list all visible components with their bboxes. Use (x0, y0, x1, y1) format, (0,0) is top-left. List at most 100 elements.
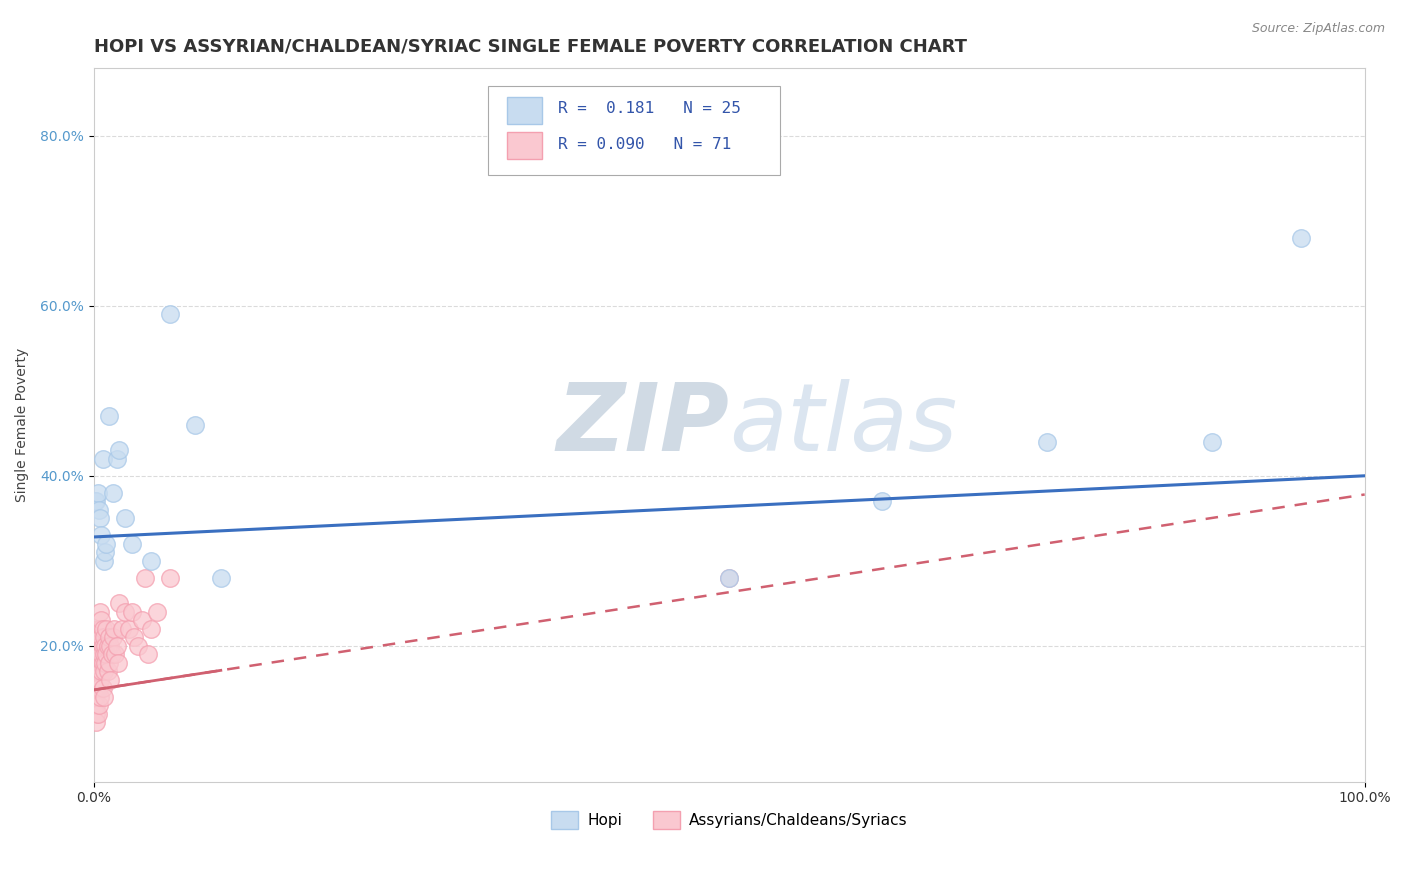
Point (90, 630, 112, 644)
Point (84, 494, 107, 508)
Point (87, 630, 110, 644)
Point (139, 554, 162, 568)
Point (108, 443, 131, 458)
Point (90, 613, 112, 627)
Point (101, 485, 124, 500)
Point (159, 307, 181, 321)
Point (127, 639, 149, 653)
Point (131, 613, 153, 627)
Point (111, 622, 134, 636)
Point (84, 647, 107, 661)
Point (84, 656, 107, 670)
Point (84, 706, 107, 721)
Point (96, 647, 118, 661)
Point (97, 639, 120, 653)
Text: HOPI VS ASSYRIAN/CHALDEAN/SYRIAC SINGLE FEMALE POVERTY CORRELATION CHART: HOPI VS ASSYRIAN/CHALDEAN/SYRIAC SINGLE … (94, 37, 967, 55)
Point (87, 681, 110, 696)
Point (86, 639, 108, 653)
Point (93, 664, 115, 678)
Point (184, 417, 207, 432)
Point (138, 647, 160, 661)
Point (103, 622, 125, 636)
Point (98, 673, 121, 687)
FancyBboxPatch shape (488, 86, 780, 175)
Point (89, 690, 111, 704)
Point (90, 664, 112, 678)
Y-axis label: Single Female Poverty: Single Female Poverty (15, 348, 30, 502)
Point (89, 511, 111, 525)
Point (104, 647, 127, 661)
Point (96, 622, 118, 636)
Point (94, 545, 117, 559)
Point (87, 664, 110, 678)
Point (209, 571, 232, 585)
Point (84, 690, 107, 704)
Point (86, 656, 108, 670)
Point (90, 528, 112, 542)
Point (91, 622, 114, 636)
Point (87, 647, 110, 661)
Point (84, 698, 107, 713)
Point (105, 639, 128, 653)
Point (91, 656, 114, 670)
Point (98, 639, 121, 653)
Point (870, 494, 893, 508)
Point (114, 605, 136, 619)
Point (121, 537, 143, 551)
Point (84, 715, 107, 730)
FancyBboxPatch shape (506, 96, 543, 124)
Point (107, 656, 129, 670)
Point (718, 571, 741, 585)
Point (93, 554, 115, 568)
Point (87, 502, 110, 516)
Text: R =  0.181   N = 25: R = 0.181 N = 25 (558, 101, 741, 116)
Point (84, 673, 107, 687)
Point (94, 656, 117, 670)
Text: Source: ZipAtlas.com: Source: ZipAtlas.com (1251, 22, 1385, 36)
Point (89, 605, 111, 619)
Point (86, 485, 108, 500)
Point (124, 630, 146, 644)
Point (90, 647, 112, 661)
Point (89, 622, 111, 636)
Point (159, 571, 181, 585)
Point (97, 656, 120, 670)
Point (84, 639, 107, 653)
Point (87, 698, 110, 713)
Point (86, 681, 108, 696)
Point (100, 647, 122, 661)
Point (114, 511, 136, 525)
Point (86, 664, 108, 678)
Text: atlas: atlas (730, 379, 957, 470)
Point (86, 706, 108, 721)
Point (1036, 434, 1059, 449)
Point (93, 630, 115, 644)
Point (139, 622, 162, 636)
Point (84, 664, 107, 678)
Point (89, 673, 111, 687)
Point (1289, 231, 1312, 245)
Text: R = 0.090   N = 71: R = 0.090 N = 71 (558, 136, 731, 152)
Point (105, 451, 128, 466)
Point (86, 622, 108, 636)
Text: ZIP: ZIP (557, 379, 730, 471)
Point (97, 664, 120, 678)
Point (101, 630, 124, 644)
Point (84, 647, 107, 661)
Point (91, 639, 114, 653)
Point (91, 681, 114, 696)
Point (96, 537, 118, 551)
Point (121, 605, 143, 619)
Point (1201, 434, 1223, 449)
Point (84, 664, 107, 678)
Point (84, 681, 107, 696)
Point (89, 639, 111, 653)
Point (89, 656, 111, 670)
Point (718, 571, 741, 585)
Legend: Hopi, Assyrians/Chaldeans/Syriacs: Hopi, Assyrians/Chaldeans/Syriacs (544, 805, 914, 835)
Point (93, 647, 115, 661)
Point (146, 605, 169, 619)
Point (134, 571, 156, 585)
Point (108, 596, 131, 610)
Point (91, 451, 114, 466)
